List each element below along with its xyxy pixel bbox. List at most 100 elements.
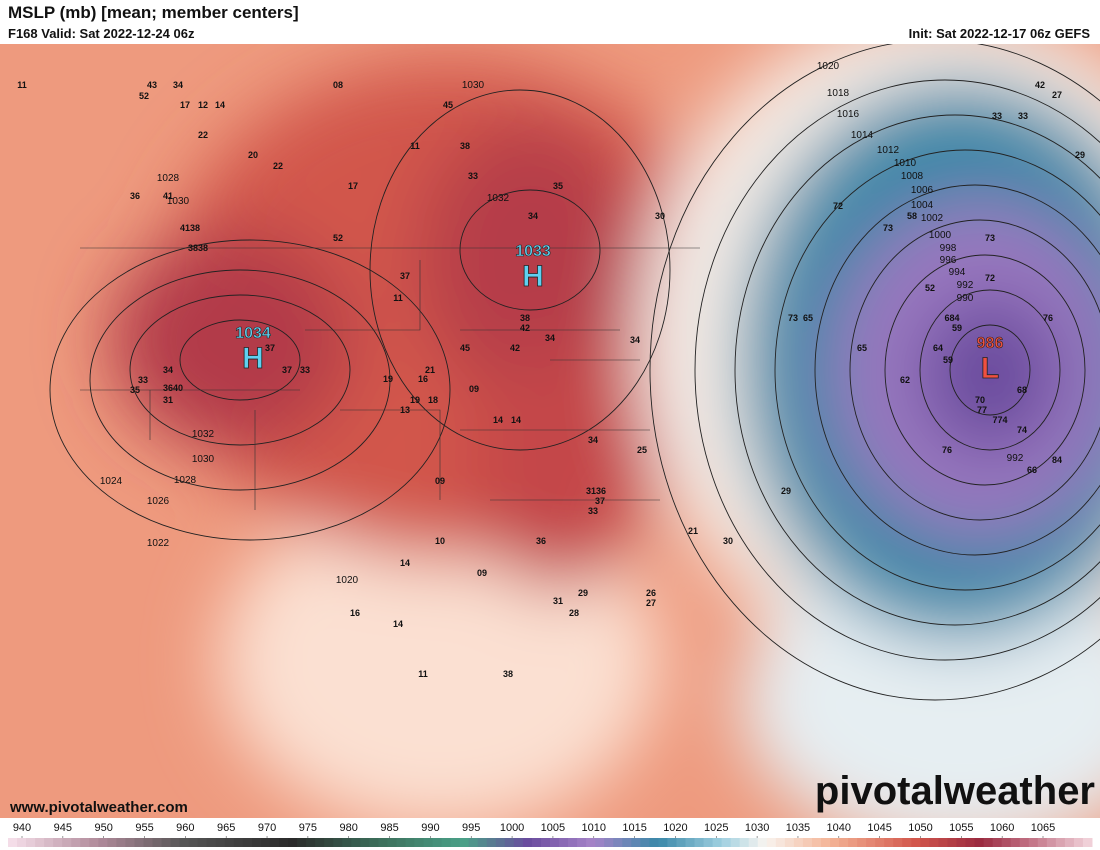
colorbar-swatch: [260, 838, 271, 847]
colorbar-swatch: [35, 838, 45, 847]
colorbar-tick-label: 1020: [663, 822, 687, 834]
member-center-label: 22: [273, 161, 283, 171]
colorbar-swatch: [342, 838, 352, 847]
colorbar-swatch: [269, 838, 280, 847]
colorbar-swatch: [604, 838, 614, 847]
member-center-label: 33: [992, 111, 1002, 121]
colorbar-swatch: [306, 838, 316, 847]
center-letter: L: [981, 352, 999, 385]
member-center-label: 65: [857, 343, 867, 353]
colorbar-swatch: [1037, 838, 1048, 847]
member-center-label: 38: [503, 669, 513, 679]
colorbar-swatch: [703, 838, 714, 847]
colorbar-tick-label: 950: [95, 822, 113, 834]
member-center-label: 3838: [188, 243, 208, 253]
member-center-label: 21: [688, 526, 698, 536]
colorbar-swatch: [531, 838, 542, 847]
member-center-label: 12: [198, 100, 208, 110]
isobar-label: 1010: [894, 158, 917, 169]
colorbar-swatch: [1055, 838, 1066, 847]
colorbar-swatch: [667, 838, 677, 847]
member-center-label: 30: [655, 211, 665, 221]
colorbar-swatch: [577, 838, 587, 847]
member-center-label: 3136: [586, 486, 606, 496]
colorbar-tick-label: 1040: [827, 822, 851, 834]
colorbar-swatch: [730, 838, 741, 847]
isobar-label: 1030: [192, 454, 215, 465]
colorbar-swatch: [568, 838, 578, 847]
isobar-label: 990: [957, 293, 974, 304]
member-center-label: 08: [333, 80, 343, 90]
colorbar-swatch: [540, 838, 551, 847]
colorbar-tick-label: 975: [299, 822, 317, 834]
colorbar-swatch: [676, 838, 686, 847]
colorbar-swatch: [1028, 838, 1039, 847]
colorbar-tick-label: 1050: [908, 822, 932, 834]
isobar-label: 1018: [827, 88, 850, 99]
colorbar-swatch: [811, 838, 822, 847]
colorbar-tick-label: 985: [380, 822, 398, 834]
member-center-label: 34: [528, 211, 538, 221]
colorbar-swatch: [622, 838, 632, 847]
colorbar-tick-label: 1025: [704, 822, 728, 834]
colorbar-tick-label: 1030: [745, 822, 769, 834]
member-center-label: 21: [425, 365, 435, 375]
colorbar-swatch: [62, 838, 72, 847]
colorbar-tick-label: 955: [135, 822, 153, 834]
member-center-label: 37: [595, 496, 605, 506]
colorbar-tick-label: 1010: [582, 822, 606, 834]
member-center-label: 18: [428, 395, 438, 405]
member-center-label: 77: [977, 405, 987, 415]
colorbar-tick-label: 940: [13, 822, 31, 834]
colorbar-swatch: [640, 838, 650, 847]
member-center-label: 34: [545, 333, 555, 343]
member-center-label: 10: [435, 536, 445, 546]
member-center-label: 33: [300, 365, 310, 375]
colorbar-swatch: [784, 838, 795, 847]
colorbar-swatch: [279, 838, 289, 847]
isobar-label: 1012: [877, 145, 900, 156]
colorbar-swatch: [26, 838, 36, 847]
colorbar-swatch: [1073, 838, 1084, 847]
colorbar-swatch: [224, 838, 235, 847]
member-center-label: 25: [637, 445, 647, 455]
colorbar-swatch: [748, 838, 759, 847]
isobar-label: 1032: [487, 193, 510, 204]
member-center-label: 58: [907, 211, 917, 221]
colorbar-swatch: [134, 838, 144, 847]
member-center-label: 14: [400, 558, 410, 568]
colorbar-swatch: [1010, 838, 1021, 847]
colorbar-tick-label: 970: [258, 822, 276, 834]
colorbar-tick-label: 1065: [1031, 822, 1055, 834]
colorbar-swatch: [884, 838, 894, 847]
isobar-label: 1002: [921, 213, 944, 224]
isobar-label: 994: [949, 267, 966, 278]
colorbar-swatch: [170, 838, 181, 847]
colorbar-swatch: [793, 838, 804, 847]
member-center-label: 13: [400, 405, 410, 415]
member-center-label: 29: [1075, 150, 1085, 160]
colorbar-swatch: [848, 838, 858, 847]
isobar-label: 1000: [929, 230, 952, 241]
member-center-label: 72: [833, 201, 843, 211]
member-center-label: 20: [248, 150, 258, 160]
member-center-label: 774: [992, 415, 1007, 425]
member-center-label: 684: [944, 313, 959, 323]
member-center-label: 59: [952, 323, 962, 333]
isobar-label: 998: [940, 243, 957, 254]
member-center-label: 33: [138, 375, 148, 385]
colorbar-tick-label: 960: [176, 822, 194, 834]
colorbar-swatch: [694, 838, 705, 847]
member-center-label: 34: [630, 335, 640, 345]
colorbar-swatch: [423, 838, 434, 847]
colorbar-swatch: [251, 838, 262, 847]
member-center-label: 31: [553, 596, 563, 606]
member-center-label: 17: [180, 100, 190, 110]
colorbar-swatch: [613, 838, 623, 847]
colorbar-swatch: [649, 838, 659, 847]
member-center-label: 33: [588, 506, 598, 516]
member-center-label: 11: [418, 669, 428, 679]
colorbar-swatch: [857, 838, 867, 847]
colorbar-swatch: [125, 838, 135, 847]
colorbar-swatch: [1046, 838, 1057, 847]
